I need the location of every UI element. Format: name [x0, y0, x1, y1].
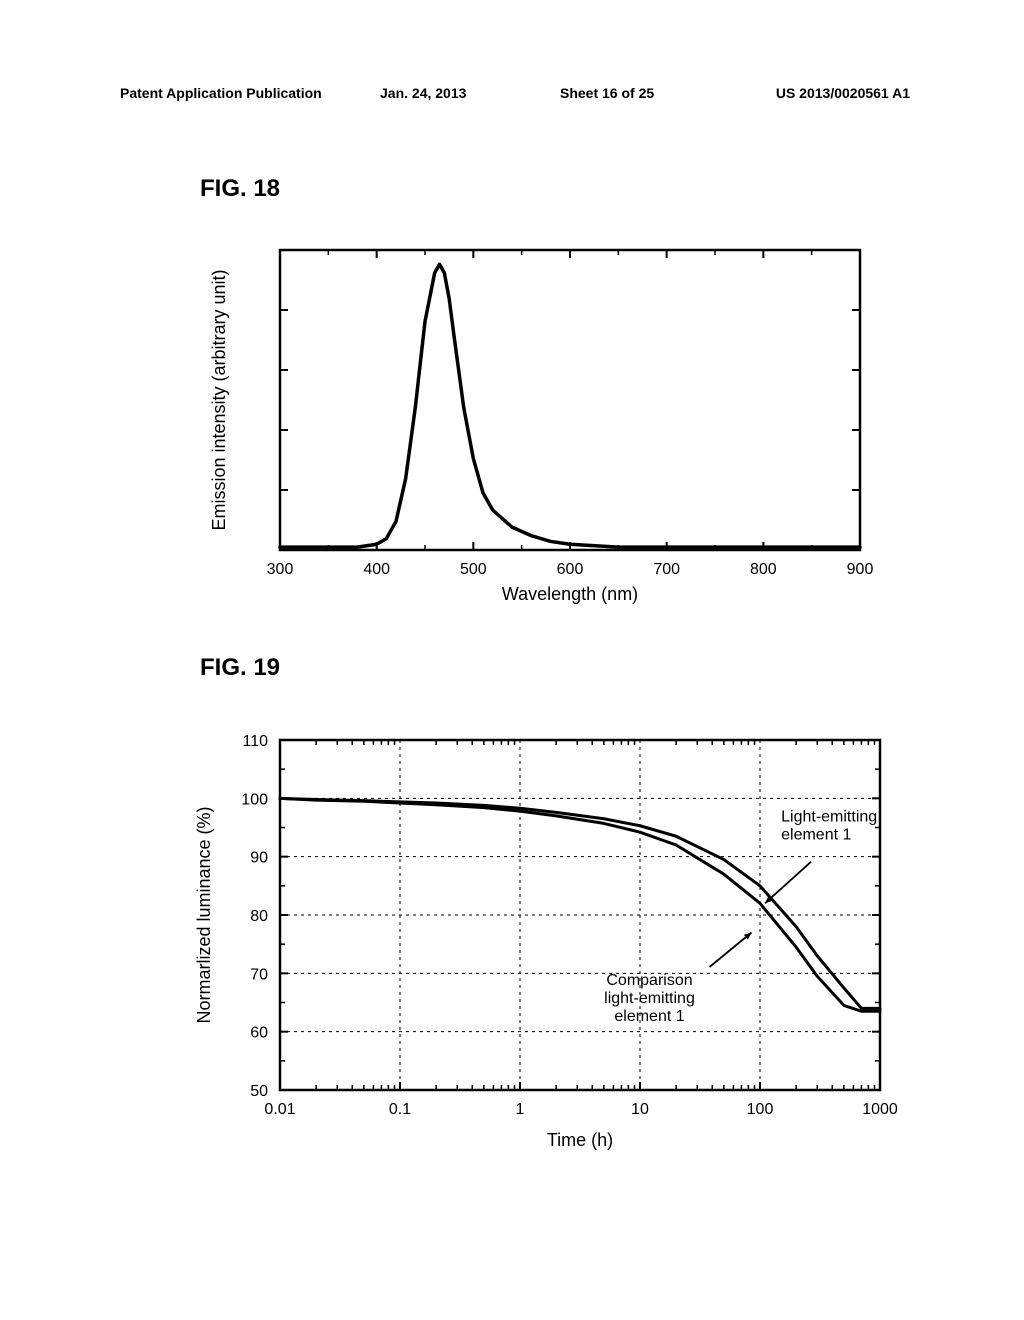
svg-text:10: 10 [631, 1101, 649, 1118]
header-sheet: Sheet 16 of 25 [560, 85, 654, 101]
svg-text:600: 600 [557, 561, 584, 578]
svg-text:0.1: 0.1 [389, 1101, 411, 1118]
svg-text:0.01: 0.01 [264, 1101, 295, 1118]
header-date: Jan. 24, 2013 [380, 85, 466, 101]
svg-text:100: 100 [747, 1101, 774, 1118]
svg-text:400: 400 [363, 561, 390, 578]
emission-spectrum-chart: 300 400 500 600 700 800 900 Wavelength (nm) Emis… [200, 230, 880, 610]
svg-text:Normarlized luminance (%): Normarlized luminance (%) [194, 806, 214, 1023]
figure-19-chart: 0.010.111010010005060708090100110Light-e… [180, 720, 900, 1160]
svg-text:1000: 1000 [862, 1101, 898, 1118]
svg-text:300: 300 [267, 561, 294, 578]
header-pubnum: US 2013/0020561 A1 [776, 85, 910, 101]
page-header: Patent Application Publication Jan. 24, … [120, 85, 910, 105]
svg-text:100: 100 [241, 791, 268, 808]
svg-text:90: 90 [250, 850, 268, 867]
figure-19-label: FIG. 19 [200, 654, 280, 682]
svg-text:900: 900 [847, 561, 874, 578]
page: Patent Application Publication Jan. 24, … [0, 0, 1024, 1320]
luminance-decay-chart: 0.010.111010010005060708090100110Light-e… [180, 720, 900, 1160]
svg-text:element 1: element 1 [781, 827, 851, 844]
svg-text:70: 70 [250, 966, 268, 983]
svg-text:element 1: element 1 [614, 1008, 684, 1025]
svg-text:Comparison: Comparison [606, 972, 692, 989]
svg-text:light-emitting: light-emitting [604, 990, 695, 1007]
svg-text:50: 50 [250, 1083, 268, 1100]
svg-text:Wavelength (nm): Wavelength (nm) [502, 584, 638, 604]
svg-text:800: 800 [750, 561, 777, 578]
svg-text:60: 60 [250, 1025, 268, 1042]
figure-18-label: FIG. 18 [200, 175, 280, 203]
svg-text:Emission intensity (arbitrary: Emission intensity (arbitrary unit) [209, 269, 229, 530]
svg-text:700: 700 [653, 561, 680, 578]
svg-text:500: 500 [460, 561, 487, 578]
svg-text:Light-emitting: Light-emitting [781, 809, 877, 826]
svg-text:80: 80 [250, 908, 268, 925]
svg-text:1: 1 [516, 1101, 525, 1118]
figure-18-chart: 300 400 500 600 700 800 900 Wavelength (nm) Emis… [200, 230, 880, 610]
header-publication: Patent Application Publication [120, 85, 322, 101]
svg-text:110: 110 [242, 733, 268, 750]
svg-text:Time (h): Time (h) [547, 1130, 613, 1150]
